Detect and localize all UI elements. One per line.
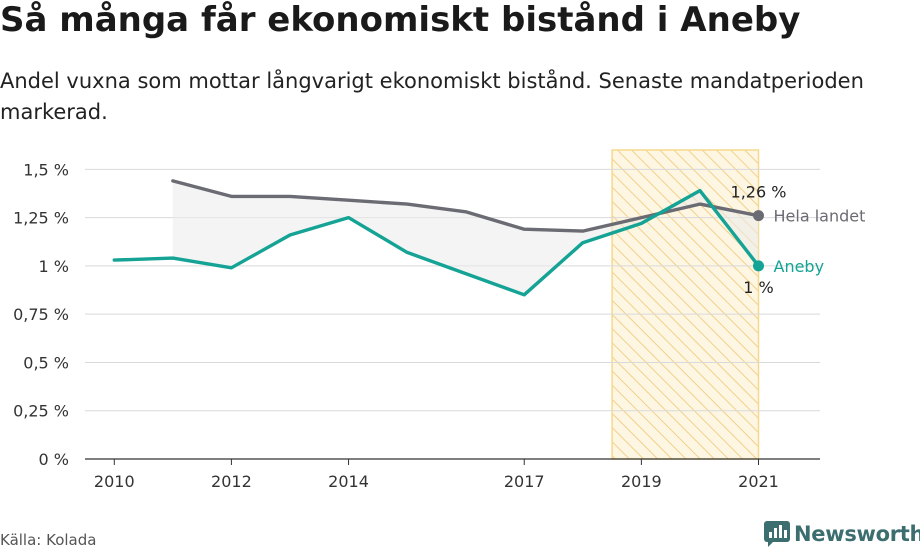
y-tick-label: 0,5 %	[23, 353, 69, 372]
y-tick-label: 1,5 %	[23, 160, 69, 179]
x-tick-label: 2021	[738, 472, 779, 491]
x-tick-label: 2010	[94, 472, 135, 491]
newsworthy-icon	[764, 521, 790, 547]
series-value-label-aneby: 1 %	[743, 278, 773, 297]
y-tick-label: 1 %	[39, 257, 69, 276]
x-tick-label: 2019	[621, 472, 662, 491]
y-tick-label: 0 %	[39, 450, 69, 469]
series-line-aneby	[112, 188, 761, 297]
source-note: Källa: Kolada	[0, 531, 97, 549]
series-endpoint-aneby	[753, 260, 765, 272]
brand-name: Newsworthy	[794, 522, 920, 546]
x-tick-label: 2012	[211, 472, 252, 491]
chart-title: Så många får ekonomiskt bistånd i Aneby	[0, 0, 801, 40]
x-tick-label: 2017	[504, 472, 545, 491]
x-tick-label: 2014	[328, 472, 369, 491]
y-tick-label: 1,25 %	[13, 209, 69, 228]
series-endpoint-hela-landet	[753, 210, 765, 222]
series-label-aneby: Aneby	[774, 257, 825, 276]
brand-logo[interactable]: Newsworthy	[764, 518, 920, 550]
chart-subtitle: Andel vuxna som mottar långvarigt ekonom…	[0, 69, 864, 124]
difference-area	[172, 180, 759, 295]
series-label-hela-landet: Hela landet	[774, 207, 866, 226]
y-tick-label: 0,25 %	[13, 402, 69, 421]
y-tick-label: 0,75 %	[13, 305, 69, 324]
series-value-label-hela-landet: 1,26 %	[731, 183, 787, 202]
